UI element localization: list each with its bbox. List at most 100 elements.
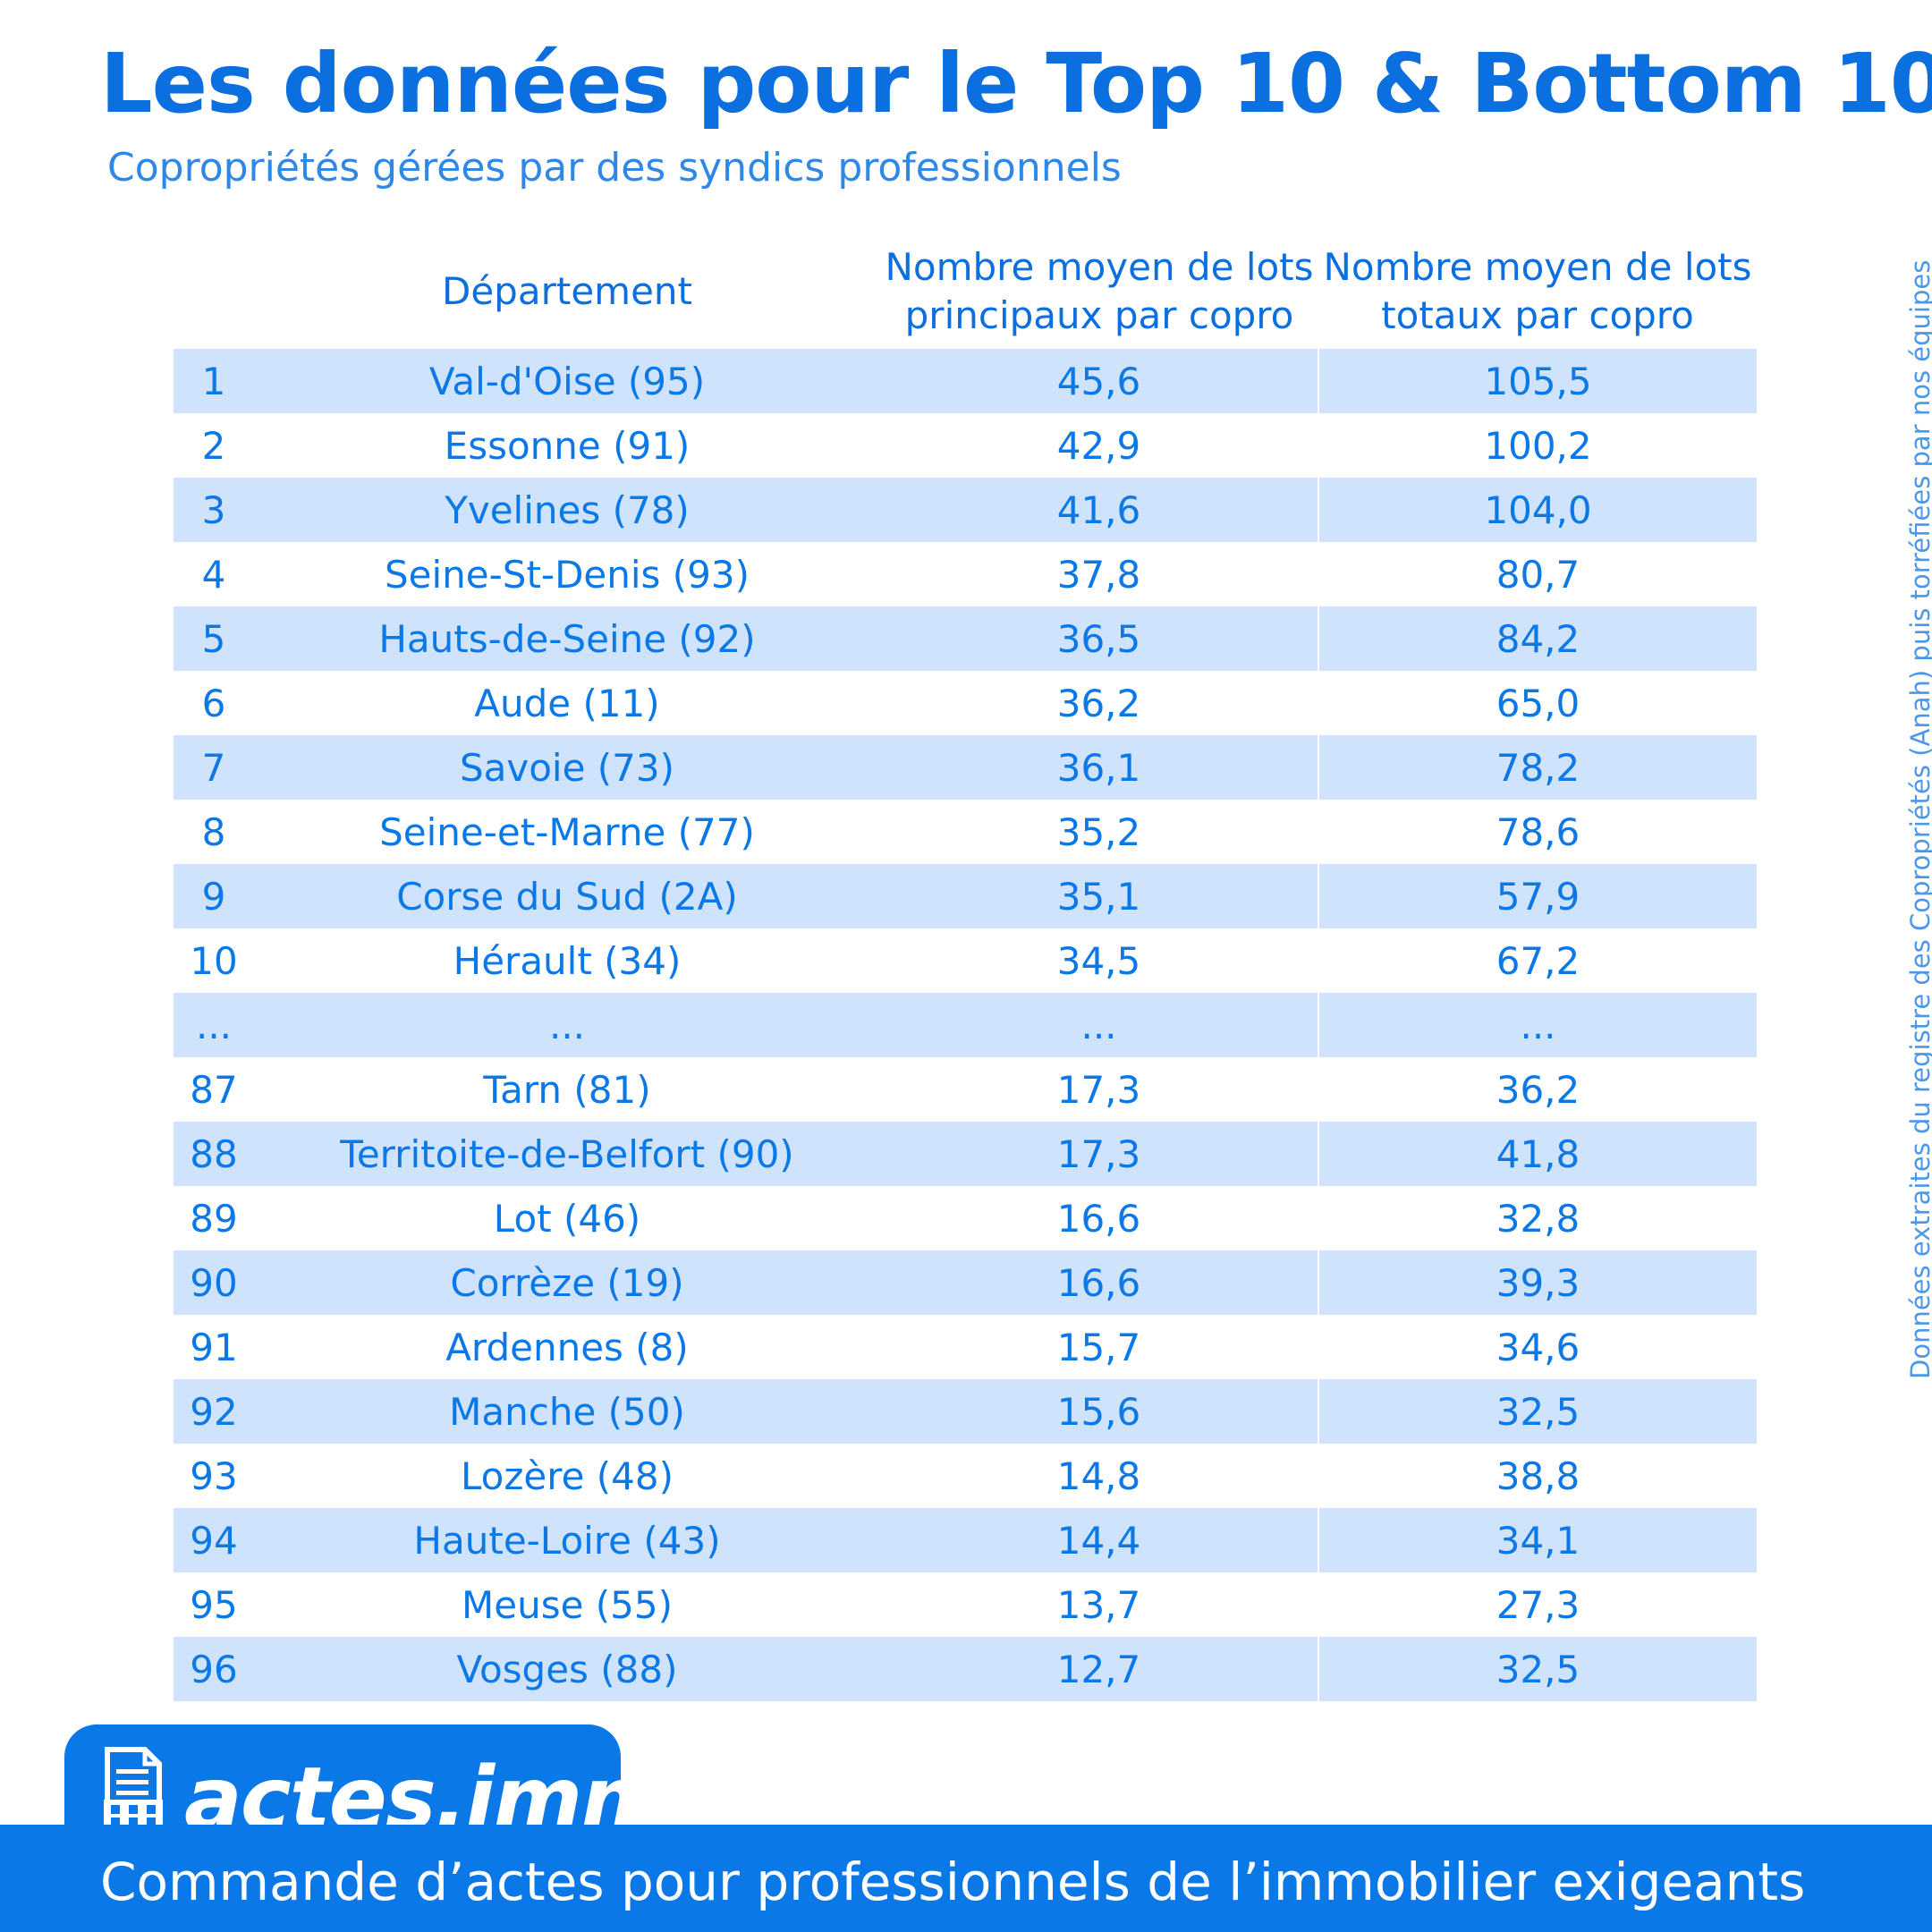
page-title: Les données pour le Top 10 & Bottom 10 <box>100 36 1932 131</box>
lots-totaux-cell: 34,1 <box>1318 1508 1757 1572</box>
lots-principaux-cell: 14,4 <box>880 1508 1319 1572</box>
rank-cell: 96 <box>174 1637 254 1701</box>
lots-principaux-cell: 16,6 <box>880 1250 1319 1315</box>
lots-principaux-cell: 36,1 <box>880 735 1319 800</box>
lots-totaux-cell: 84,2 <box>1318 606 1757 671</box>
lots-principaux-cell: 17,3 <box>880 1057 1319 1122</box>
source-note: Données extraites du registre des Coprop… <box>1905 259 1932 1379</box>
rank-cell: 6 <box>201 681 226 725</box>
departement-cell: ... <box>254 993 880 1057</box>
rank-cell: 2 <box>201 423 226 468</box>
rank-cell: 4 <box>201 552 226 597</box>
table-body: 1 Val-d'Oise (95) 45,6 105,5 2 Essonne (91) 42… <box>174 349 1757 1701</box>
table-row: 7 Savoie (73) 36,1 78,2 <box>174 735 1757 800</box>
lots-principaux-cell: 45,6 <box>880 349 1319 413</box>
lots-totaux-cell: 67,2 <box>1496 938 1580 983</box>
data-table: Département Nombre moyen de lots princip… <box>174 234 1757 1701</box>
lots-totaux-cell: 78,2 <box>1318 735 1757 800</box>
departement-cell: Savoie (73) <box>254 735 880 800</box>
table-row: 5 Hauts-de-Seine (92) 36,5 84,2 <box>174 606 1757 671</box>
rank-cell: 7 <box>174 735 254 800</box>
departement-cell: Corse du Sud (2A) <box>254 864 880 928</box>
departement-cell: Seine-et-Marne (77) <box>379 809 755 854</box>
building-document-icon <box>104 1747 163 1830</box>
lots-totaux-cell: 32,8 <box>1496 1196 1580 1241</box>
table-row: 1 Val-d'Oise (95) 45,6 105,5 <box>174 349 1757 413</box>
table-row: 9 Corse du Sud (2A) 35,1 57,9 <box>174 864 1757 928</box>
footer-bar <box>0 1825 1932 1932</box>
lots-totaux-cell: 104,0 <box>1318 478 1757 542</box>
departement-cell: Hauts-de-Seine (92) <box>254 606 880 671</box>
rank-cell: 95 <box>190 1582 238 1627</box>
header-lots-principaux: Nombre moyen de lots principaux par copr… <box>885 245 1314 337</box>
departement-cell: Haute-Loire (43) <box>254 1508 880 1572</box>
departement-cell: Aude (11) <box>474 681 660 725</box>
departement-cell: Hérault (34) <box>453 938 682 983</box>
table-row: 8 Seine-et-Marne (77) 35,2 78,6 <box>174 800 1757 864</box>
table-row: 10 Hérault (34) 34,5 67,2 <box>174 928 1757 993</box>
rank-cell: 94 <box>174 1508 254 1572</box>
lots-totaux-cell: 41,8 <box>1318 1122 1757 1186</box>
rank-cell: 87 <box>190 1067 238 1112</box>
header-rank <box>174 234 254 349</box>
table-row: 92 Manche (50) 15,6 32,5 <box>174 1379 1757 1444</box>
rank-cell: 3 <box>174 478 254 542</box>
table-row: 4 Seine-St-Denis (93) 37,8 80,7 <box>174 542 1757 606</box>
lots-principaux-cell: 12,7 <box>880 1637 1319 1701</box>
departement-cell: Lozère (48) <box>461 1453 674 1498</box>
table-row: 93 Lozère (48) 14,8 38,8 <box>174 1444 1757 1508</box>
rank-cell: 9 <box>174 864 254 928</box>
rank-cell: 92 <box>174 1379 254 1444</box>
lots-totaux-cell: 100,2 <box>1484 423 1592 468</box>
rank-cell: 5 <box>174 606 254 671</box>
lots-principaux-cell: 14,8 <box>880 1444 1319 1508</box>
table-row: 3 Yvelines (78) 41,6 104,0 <box>174 478 1757 542</box>
table-row: 6 Aude (11) 36,2 65,0 <box>174 671 1757 735</box>
table-row: 88 Territoite-de-Belfort (90) 17,3 41,8 <box>174 1122 1757 1186</box>
table-header-row: Département Nombre moyen de lots princip… <box>174 234 1757 349</box>
lots-totaux-cell: 105,5 <box>1318 349 1757 413</box>
lots-principaux-cell: 37,8 <box>880 542 1319 606</box>
rank-cell: 1 <box>174 349 254 413</box>
departement-cell: Seine-St-Denis (93) <box>385 552 750 597</box>
footer-tagline: Commande d’actes pour professionnels de … <box>100 1852 1806 1912</box>
rank-cell: 10 <box>190 938 238 983</box>
lots-totaux-cell: 27,3 <box>1496 1582 1580 1627</box>
table-row: 91 Ardennes (8) 15,7 34,6 <box>174 1315 1757 1379</box>
rank-cell: 93 <box>190 1453 238 1498</box>
lots-totaux-cell: 57,9 <box>1318 864 1757 928</box>
lots-principaux-cell: 42,9 <box>880 413 1319 478</box>
departement-cell: Tarn (81) <box>483 1067 651 1112</box>
departement-cell: Vosges (88) <box>254 1637 880 1701</box>
lots-totaux-cell: ... <box>1318 993 1757 1057</box>
lots-principaux-cell: 34,5 <box>880 928 1319 993</box>
lots-totaux-cell: 38,8 <box>1496 1453 1580 1498</box>
table-row: 2 Essonne (91) 42,9 100,2 <box>174 413 1757 478</box>
lots-totaux-cell: 80,7 <box>1496 552 1580 597</box>
departement-cell: Ardennes (8) <box>445 1325 689 1369</box>
lots-principaux-cell: 17,3 <box>880 1122 1319 1186</box>
departement-cell: Lot (46) <box>493 1196 641 1241</box>
departement-cell: Val-d'Oise (95) <box>254 349 880 413</box>
lots-totaux-cell: 32,5 <box>1318 1637 1757 1701</box>
table-row: 96 Vosges (88) 12,7 32,5 <box>174 1637 1757 1701</box>
lots-totaux-cell: 36,2 <box>1496 1067 1580 1112</box>
lots-principaux-cell: 41,6 <box>880 478 1319 542</box>
lots-totaux-cell: 39,3 <box>1318 1250 1757 1315</box>
departement-cell: Essonne (91) <box>444 423 691 468</box>
table-row: 87 Tarn (81) 17,3 36,2 <box>174 1057 1757 1122</box>
rank-cell: 91 <box>190 1325 238 1369</box>
departement-cell: Meuse (55) <box>462 1582 673 1627</box>
table-row: 95 Meuse (55) 13,7 27,3 <box>174 1572 1757 1637</box>
lots-principaux-cell: 35,2 <box>880 800 1319 864</box>
rank-cell: 89 <box>190 1196 238 1241</box>
departement-cell: Yvelines (78) <box>254 478 880 542</box>
table-row: 89 Lot (46) 16,6 32,8 <box>174 1186 1757 1250</box>
lots-principaux-cell: 36,2 <box>880 671 1319 735</box>
rank-cell: 8 <box>201 809 226 854</box>
rank-cell: ... <box>174 993 254 1057</box>
header-departement: Département <box>442 269 692 313</box>
table-row: 94 Haute-Loire (43) 14,4 34,1 <box>174 1508 1757 1572</box>
lots-principaux-cell: 13,7 <box>880 1572 1319 1637</box>
table-row: 90 Corrèze (19) 16,6 39,3 <box>174 1250 1757 1315</box>
